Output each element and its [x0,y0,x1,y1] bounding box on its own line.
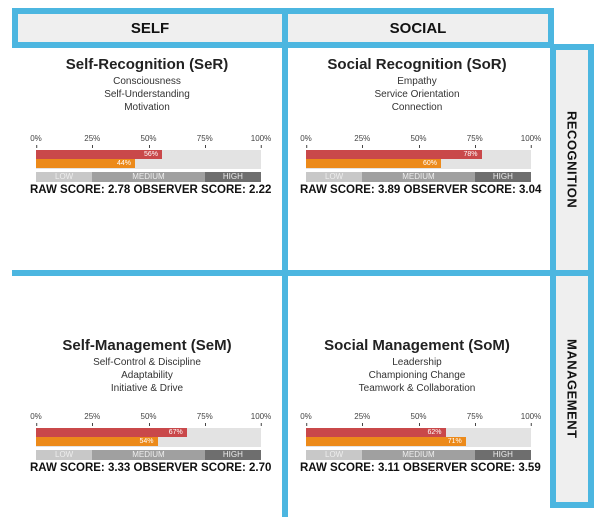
quadrant-item: Championing Change [368,370,466,381]
score-chart: 0% 25% 50% 75% 100% 62% 71% LOW MEDIUM HIGH RAW … [286,412,548,474]
observer-score-bar: 44% [36,159,135,168]
tick-label: 50% [140,134,157,148]
tick-label: 100% [250,412,272,426]
header-management: MANAGEMENT [550,270,594,508]
score-text: RAW SCORE: 3.33 OBSERVER SCORE: 2.70 [30,462,272,474]
quadrant-item: Initiative & Drive [110,383,184,394]
level-1: MEDIUM [362,172,475,182]
tick-label: 0% [300,412,312,426]
quadrant: Social Management (SoM) Leadership Champio… [286,337,548,395]
bar-track: 78% 60% [306,150,531,169]
tick-label: 100% [520,134,542,148]
bar-track: 62% 71% [306,428,531,447]
observer-bar-label: 44% [116,160,131,167]
quadrant: Self-Recognition (SeR) Consciousness Self-… [16,56,278,114]
score-chart: 0% 25% 50% 75% 100% 56% 44% LOW MEDIUM HIGH RAW … [16,134,278,196]
quadrant: Social Recognition (SoR) Empathy Service O… [286,56,548,114]
header-self-label: SELF [130,19,170,37]
observer-score-bar: 60% [306,159,441,168]
header-recognition-label: RECOGNITION [564,111,580,209]
observer-score-bar: 71% [306,437,466,446]
raw-bar-label: 56% [143,151,158,158]
tick-label: 50% [410,134,427,148]
quadrant-item: Empathy [397,76,437,87]
tick-label: 25% [354,412,371,426]
quadrant-title: Social Management (SoM) [324,337,510,354]
tick-label: 0% [30,412,42,426]
observer-bar-label: 54% [139,438,154,445]
quadrant-item: Self-Control & Discipline [93,357,201,368]
raw-bar-label: 67% [168,429,183,436]
tick-label: 75% [196,412,213,426]
level-1: MEDIUM [92,450,205,460]
tick-row: 0% 25% 50% 75% 100% [286,134,548,150]
tick-label: 25% [84,134,101,148]
score-chart: 0% 25% 50% 75% 100% 67% 54% LOW MEDIUM HIGH RAW … [16,412,278,474]
tick-label: 75% [466,412,483,426]
score-text: RAW SCORE: 3.11 OBSERVER SCORE: 3.59 [300,462,541,474]
tick-label: 25% [84,412,101,426]
tick-label: 50% [410,412,427,426]
level-0: LOW [306,172,363,182]
level-0: LOW [36,172,93,182]
level-2: HIGH [204,172,261,182]
header-social-label: SOCIAL [389,19,447,37]
level-scale: LOW MEDIUM HIGH [36,450,261,460]
bar-track: 67% 54% [36,428,261,447]
tick-label: 100% [250,134,272,148]
vertical-divider [282,46,288,517]
quadrant-item: Motivation [124,102,170,113]
raw-score-bar: 62% [306,428,446,437]
level-1: MEDIUM [362,450,475,460]
header-management-label: MANAGEMENT [564,339,580,439]
quadrant-item: Adaptability [121,370,173,381]
quadrant-title: Social Recognition (SoR) [327,56,507,73]
header-self: SELF [12,8,288,48]
bar-track: 56% 44% [36,150,261,169]
level-0: LOW [36,450,93,460]
tick-label: 50% [140,412,157,426]
level-scale: LOW MEDIUM HIGH [36,172,261,182]
level-1: MEDIUM [92,172,205,182]
tick-row: 0% 25% 50% 75% 100% [16,134,278,150]
header-recognition: RECOGNITION [550,44,594,276]
level-scale: LOW MEDIUM HIGH [306,172,531,182]
raw-score-bar: 78% [306,150,482,159]
level-0: LOW [306,450,363,460]
tick-row: 0% 25% 50% 75% 100% [286,412,548,428]
quadrant: Self-Management (SeM) Self-Control & Disc… [16,337,278,395]
quadrant-title: Self-Recognition (SeR) [65,56,229,73]
level-2: HIGH [474,172,531,182]
observer-bar-label: 71% [447,438,462,445]
header-social: SOCIAL [282,8,554,48]
score-text: RAW SCORE: 2.78 OBSERVER SCORE: 2.22 [30,184,272,196]
tick-label: 0% [30,134,42,148]
raw-score-bar: 56% [36,150,162,159]
quadrant-item: Service Orientation [374,89,460,100]
raw-bar-label: 62% [427,429,442,436]
quadrant-title: Self-Management (SeM) [62,337,232,354]
tick-row: 0% 25% 50% 75% 100% [16,412,278,428]
quadrant-item: Teamwork & Collaboration [358,383,476,394]
score-chart: 0% 25% 50% 75% 100% 78% 60% LOW MEDIUM HIGH RAW … [286,134,548,196]
tick-label: 75% [466,134,483,148]
tick-label: 100% [520,412,542,426]
level-2: HIGH [204,450,261,460]
observer-score-bar: 54% [36,437,158,446]
quadrant-item: Consciousness [113,76,181,87]
raw-score-bar: 67% [36,428,187,437]
observer-bar-label: 60% [422,160,437,167]
quadrant-item: Connection [391,102,443,113]
level-2: HIGH [474,450,531,460]
quadrant-item: Self-Understanding [104,89,190,100]
tick-label: 0% [300,134,312,148]
tick-label: 75% [196,134,213,148]
raw-bar-label: 78% [463,151,478,158]
quadrant-item: Leadership [392,357,442,368]
tick-label: 25% [354,134,371,148]
score-text: RAW SCORE: 3.89 OBSERVER SCORE: 3.04 [300,184,542,196]
level-scale: LOW MEDIUM HIGH [306,450,531,460]
